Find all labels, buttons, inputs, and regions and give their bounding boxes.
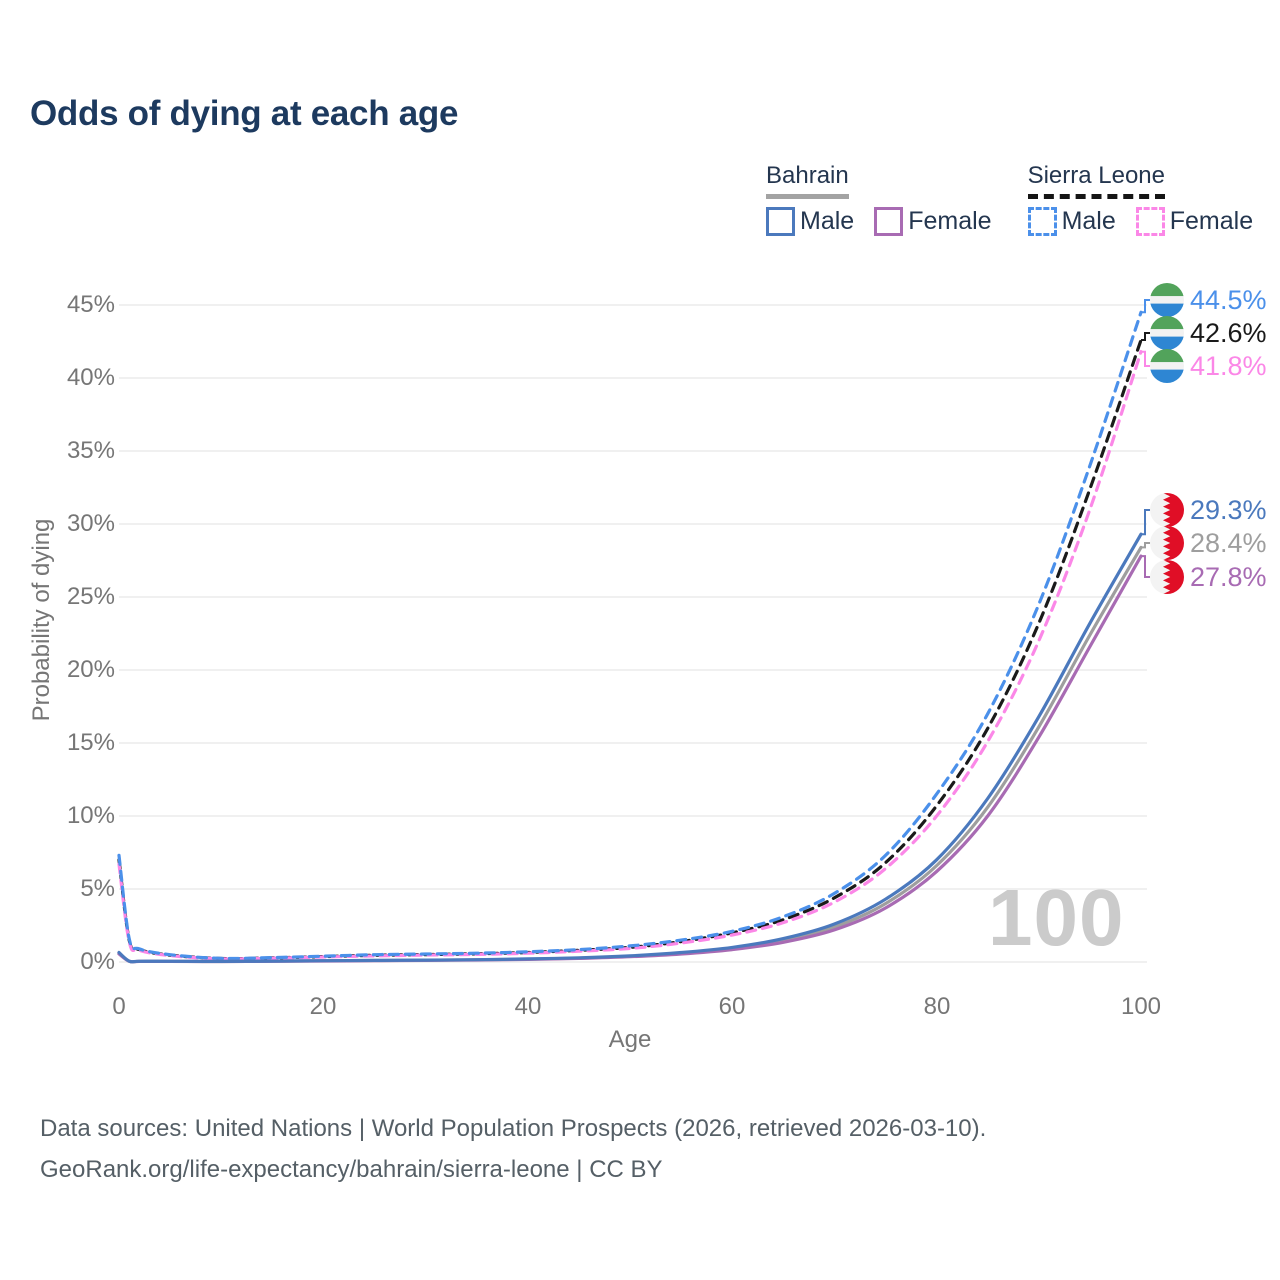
leader-line-sierra-leone-female xyxy=(1141,350,1150,367)
bahrain-male-swatch-icon xyxy=(766,207,795,236)
leader-line-bahrain-female xyxy=(1141,555,1150,578)
x-tick-label: 80 xyxy=(923,993,951,1020)
x-axis-title: Age xyxy=(608,1026,652,1053)
legend: Bahrain Male Female Sierra Leone Male Fe… xyxy=(766,163,1253,236)
sierra-leone-flag-icon xyxy=(1150,316,1184,350)
y-tick-label: 15% xyxy=(66,729,115,756)
legend-label: Male xyxy=(1061,207,1116,235)
legend-item-sierra-leone-female[interactable]: Female xyxy=(1135,207,1254,236)
attribution-line: GeoRank.org/life-expectancy/bahrain/sier… xyxy=(40,1156,663,1183)
sierra-leone-male-swatch-icon xyxy=(1027,207,1057,236)
y-tick-label: 5% xyxy=(80,875,115,902)
y-tick-label: 35% xyxy=(66,437,115,464)
y-tick-label: 40% xyxy=(66,364,115,391)
x-tick-label: 20 xyxy=(309,993,337,1020)
legend-group-sierra-leone: Sierra Leone Male Female xyxy=(1027,163,1254,236)
endpoint-label-sierra-leone-male: 44.5% xyxy=(1150,283,1267,317)
x-tick-label: 40 xyxy=(514,993,542,1020)
y-tick-label: 30% xyxy=(66,510,115,537)
sierra-leone-flag-icon xyxy=(1150,283,1184,317)
y-axis-title: Probability of dying xyxy=(28,518,55,722)
data-sources-line: Data sources: United Nations | World Pop… xyxy=(40,1115,987,1142)
y-tick-label: 45% xyxy=(66,291,115,318)
endpoint-label-bahrain-male: 29.3% xyxy=(1150,493,1267,527)
leader-line-sierra-leone-male xyxy=(1141,299,1150,314)
bahrain-flag-icon xyxy=(1150,560,1184,594)
watermark-age-100: 100 xyxy=(988,873,1125,962)
legend-item-sierra-leone-male[interactable]: Male xyxy=(1027,207,1116,236)
legend-group-bahrain: Bahrain Male Female xyxy=(766,163,992,236)
y-tick-label: 25% xyxy=(66,583,115,610)
legend-header-bahrain: Bahrain xyxy=(766,163,849,199)
x-tick-label: 60 xyxy=(718,993,746,1020)
legend-label: Female xyxy=(1169,207,1254,235)
legend-item-bahrain-female[interactable]: Female xyxy=(874,207,992,236)
bahrain-flag-icon xyxy=(1150,526,1184,560)
y-tick-label: 10% xyxy=(66,802,115,829)
page-title: Odds of dying at each age xyxy=(30,94,459,133)
endpoint-value: 42.6% xyxy=(1190,317,1267,348)
y-tick-label: 0% xyxy=(80,948,115,975)
endpoint-value: 41.8% xyxy=(1190,350,1267,381)
y-tick-label: 20% xyxy=(66,656,115,683)
series-line-sierra-leone-female xyxy=(117,350,1143,961)
endpoint-value: 29.3% xyxy=(1190,494,1267,525)
x-tick-label: 0 xyxy=(112,993,126,1020)
legend-header-sierra-leone: Sierra Leone xyxy=(1027,163,1165,199)
legend-label: Female xyxy=(908,207,992,235)
legend-label: Male xyxy=(800,207,855,235)
sierra-leone-female-swatch-icon xyxy=(1135,207,1165,236)
leader-line-bahrain-combined xyxy=(1141,542,1150,549)
endpoint-label-bahrain-combined: 28.4% xyxy=(1150,526,1267,560)
x-tick-label: 100 xyxy=(1120,993,1162,1020)
leader-line-sierra-leone-combined xyxy=(1141,332,1150,341)
footer: Data sources: United Nations | World Pop… xyxy=(40,1108,986,1190)
legend-item-bahrain-male[interactable]: Male xyxy=(766,207,854,236)
bahrain-female-swatch-icon xyxy=(874,207,904,236)
bahrain-flag-icon xyxy=(1150,493,1184,527)
leader-line-bahrain-male xyxy=(1141,509,1150,536)
endpoint-value: 44.5% xyxy=(1190,284,1267,315)
endpoint-label-sierra-leone-female: 41.8% xyxy=(1150,349,1267,383)
series-line-sierra-leone-male xyxy=(117,310,1143,961)
sierra-leone-flag-icon xyxy=(1150,349,1184,383)
series-line-sierra-leone-combined xyxy=(117,338,1143,961)
endpoint-value: 27.8% xyxy=(1190,561,1267,592)
endpoint-label-bahrain-female: 27.8% xyxy=(1150,560,1267,594)
series-line-bahrain-male xyxy=(117,532,1143,964)
endpoint-label-sierra-leone-combined: 42.6% xyxy=(1150,316,1267,350)
endpoint-value: 28.4% xyxy=(1190,527,1267,558)
